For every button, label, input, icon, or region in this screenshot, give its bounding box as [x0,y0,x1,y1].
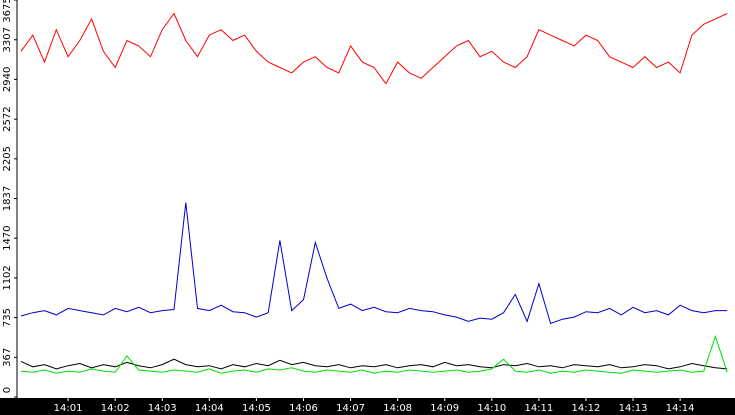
x-tick-label: 14:08 [383,403,412,414]
series-line [20,12,728,85]
x-tick-label: 14:12 [572,403,601,414]
x-tick-label: 14:11 [524,403,553,414]
x-tick-label: 14:05 [242,403,271,414]
x-tick-label: 14:10 [477,403,506,414]
x-tick-label: 14:04 [195,403,224,414]
y-tick-label: 1837 [2,186,13,211]
x-tick-label: 14:14 [666,403,695,414]
y-tick-label: 367 [2,348,13,367]
y-tick-label: 2940 [2,67,13,92]
y-tick-label: 735 [2,308,13,327]
series-line [20,202,728,325]
y-tick-label: 3675 [2,0,13,23]
x-tick-label: 14:07 [336,403,365,414]
y-tick-label: 3307 [2,27,13,52]
y-tick-label: 0 [2,387,13,393]
y-tick-label: 2205 [2,146,13,171]
y-tick-label: 2572 [2,106,13,131]
series-line [20,358,728,370]
x-tick-label: 14:06 [289,403,318,414]
x-tick-label: 14:03 [148,403,177,414]
y-tick-label: 1470 [2,225,13,250]
x-tick-label: 14:02 [101,403,130,414]
x-tick-label: 14:13 [619,403,648,414]
x-tick-label: 14:09 [430,403,459,414]
x-axis-strip [0,398,735,415]
series-line [20,334,728,374]
y-tick-label: 1102 [2,265,13,290]
x-tick-label: 14:01 [54,403,83,414]
